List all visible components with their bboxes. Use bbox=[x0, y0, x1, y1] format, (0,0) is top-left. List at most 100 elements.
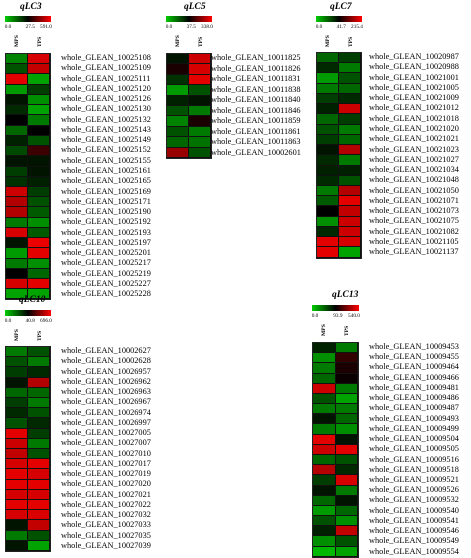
gene-label: whole_GLEAN_10025190 bbox=[61, 207, 151, 217]
heatmap-cell bbox=[6, 146, 28, 157]
heatmap-cell bbox=[28, 54, 50, 65]
heatmap-cell bbox=[339, 226, 361, 238]
gene-label: whole_GLEAN_10027019 bbox=[61, 469, 151, 478]
column-header: MPS bbox=[13, 329, 20, 341]
gene-label: whole_GLEAN_10025165 bbox=[61, 176, 151, 186]
heatmap-cell bbox=[28, 105, 50, 116]
heatmap-cell bbox=[6, 367, 28, 378]
heatmap-cell bbox=[313, 424, 336, 435]
color-scale-value: 0.0 bbox=[315, 24, 323, 30]
color-scale-bar bbox=[5, 310, 51, 316]
gene-label: whole_GLEAN_10027020 bbox=[61, 479, 151, 489]
gene-label: whole_GLEAN_10002628 bbox=[61, 356, 151, 366]
gene-label: whole_GLEAN_10021105 bbox=[369, 237, 459, 247]
color-scale-value: 0.0 bbox=[4, 318, 12, 324]
gene-label: whole_GLEAN_10011825 bbox=[211, 53, 301, 62]
heatmap-cell bbox=[313, 516, 336, 527]
heatmap-cell bbox=[6, 268, 28, 279]
gene-label: whole_GLEAN_10021023 bbox=[369, 144, 459, 154]
panel-title: qLC5 bbox=[184, 2, 206, 12]
heatmap-cell bbox=[28, 64, 50, 75]
heatmap-cell bbox=[335, 363, 358, 374]
heatmap-cell bbox=[28, 238, 50, 249]
panel-title: qLC3 bbox=[20, 2, 42, 12]
gene-label: whole_GLEAN_10027007 bbox=[61, 438, 151, 448]
heatmap-grid bbox=[316, 52, 362, 259]
heatmap-cell bbox=[335, 444, 358, 455]
gene-label: whole_GLEAN_10009540 bbox=[369, 505, 459, 515]
heatmap-cell bbox=[28, 125, 50, 136]
color-scale-value: 93.9 bbox=[333, 313, 343, 319]
heatmap-cell bbox=[6, 479, 28, 490]
heatmap-cell bbox=[167, 105, 189, 117]
gene-label: whole_GLEAN_10020988 bbox=[369, 62, 459, 72]
heatmap-cell bbox=[167, 85, 189, 96]
heatmap-cell bbox=[313, 475, 336, 486]
heatmap-cell bbox=[317, 237, 339, 248]
gene-label: whole_GLEAN_10011861 bbox=[211, 126, 301, 136]
heatmap-cell bbox=[313, 404, 336, 415]
heatmap-cell bbox=[339, 185, 361, 197]
heatmap-cell bbox=[313, 485, 336, 496]
heatmap-cell bbox=[313, 393, 336, 405]
gene-label: whole_GLEAN_10025219 bbox=[61, 268, 151, 278]
gene-label: whole_GLEAN_10026967 bbox=[61, 397, 151, 407]
gene-label: whole_GLEAN_10025197 bbox=[61, 237, 151, 247]
heatmap-cell bbox=[313, 444, 336, 455]
heatmap-cell bbox=[317, 104, 339, 115]
gene-label: whole_GLEAN_10025130 bbox=[61, 104, 151, 114]
gene-label: whole_GLEAN_10025149 bbox=[61, 135, 151, 145]
heatmap-cell bbox=[313, 373, 336, 384]
heatmap-cell bbox=[6, 248, 28, 259]
column-header: TPS bbox=[347, 36, 354, 47]
heatmap-cell bbox=[317, 196, 339, 207]
gene-label: whole_GLEAN_10009521 bbox=[369, 474, 459, 484]
gene-label: whole_GLEAN_10020987 bbox=[369, 52, 459, 61]
heatmap-cell bbox=[6, 238, 28, 249]
column-header: MPS bbox=[324, 35, 331, 47]
heatmap-cell bbox=[167, 95, 189, 106]
color-scale-value: 40.8 bbox=[25, 318, 35, 324]
color-scale-value: 27.5 bbox=[25, 24, 35, 30]
heatmap-cell bbox=[189, 54, 211, 65]
gene-label: whole_GLEAN_10009464 bbox=[369, 362, 459, 372]
gene-label: whole_GLEAN_10025161 bbox=[61, 165, 151, 175]
heatmap-cell bbox=[28, 448, 50, 460]
heatmap-cell bbox=[28, 207, 50, 218]
heatmap-cell bbox=[28, 186, 50, 198]
heatmap-cell bbox=[313, 383, 336, 394]
gene-label: whole_GLEAN_10021073 bbox=[369, 206, 459, 216]
color-scale-bar bbox=[316, 16, 362, 22]
heatmap-cell bbox=[317, 216, 339, 227]
column-header: MPS bbox=[320, 324, 327, 336]
gene-label: whole_GLEAN_10025152 bbox=[61, 145, 151, 155]
heatmap-cell bbox=[335, 414, 358, 425]
heatmap-cell bbox=[313, 465, 336, 476]
gene-label: whole_GLEAN_10025109 bbox=[61, 63, 151, 73]
heatmap-cell bbox=[6, 347, 28, 358]
heatmap-cell bbox=[339, 145, 361, 156]
gene-label: whole_GLEAN_10011838 bbox=[211, 84, 301, 94]
heatmap-cell bbox=[6, 176, 28, 187]
gene-label: whole_GLEAN_10027017 bbox=[61, 458, 151, 468]
color-scale-value: 0.0 bbox=[165, 24, 173, 30]
heatmap-cell bbox=[189, 147, 211, 158]
heatmap-cell bbox=[6, 258, 28, 269]
heatmap-cell bbox=[317, 145, 339, 156]
gene-label: whole_GLEAN_10025217 bbox=[61, 258, 151, 268]
heatmap-grid bbox=[166, 53, 212, 159]
gene-label: whole_GLEAN_10021137 bbox=[369, 247, 459, 257]
heatmap-cell bbox=[313, 343, 336, 354]
heatmap-cell bbox=[335, 383, 358, 394]
gene-label: whole_GLEAN_10009532 bbox=[369, 495, 459, 505]
heatmap-cell bbox=[6, 377, 28, 388]
color-scale-bar bbox=[166, 16, 212, 22]
heatmap-cell bbox=[189, 95, 211, 106]
heatmap-cell bbox=[167, 54, 189, 65]
gene-label: whole_GLEAN_10021082 bbox=[369, 226, 459, 236]
gene-label: whole_GLEAN_10011859 bbox=[211, 116, 301, 125]
heatmap-cell bbox=[28, 258, 50, 269]
gene-label: whole_GLEAN_10021071 bbox=[369, 195, 459, 205]
heatmap-cell bbox=[317, 206, 339, 217]
heatmap-cell bbox=[339, 206, 361, 217]
